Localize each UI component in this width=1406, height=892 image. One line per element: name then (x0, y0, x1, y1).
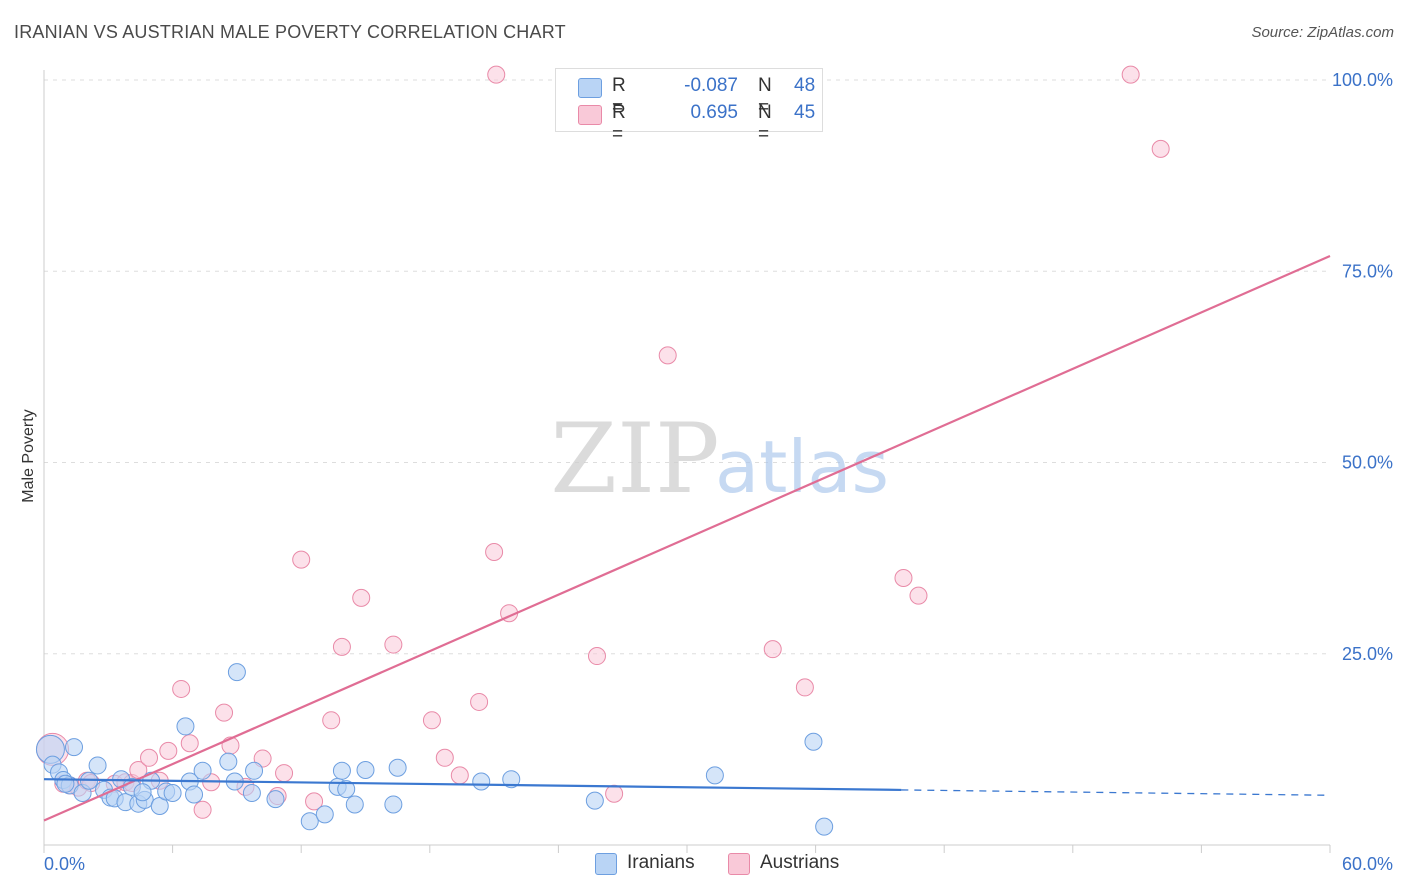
austrian-point (909, 586, 928, 605)
austrian-point (763, 640, 782, 659)
iranian-point (219, 752, 238, 771)
iranian-point (705, 766, 724, 785)
austrian-point (658, 346, 677, 365)
austrians-r-value: 0.695 (690, 102, 738, 123)
austrians-r-label: R = (612, 102, 626, 145)
austrian-point (795, 678, 814, 697)
iranian-point (193, 761, 212, 780)
iranians-points (35, 663, 834, 836)
iranian-point (388, 758, 407, 777)
iranian-point (88, 756, 107, 775)
trend-lines (43, 254, 1331, 822)
y-tick-label: 75.0% (1342, 261, 1393, 281)
iranian-point (804, 732, 823, 751)
austrian-point (140, 748, 159, 767)
watermark-zip: ZIP (550, 403, 719, 515)
austrian-point (215, 703, 234, 722)
iranian-point (242, 783, 261, 802)
x-tick-label: 60.0% (1342, 854, 1393, 874)
iranian-point (815, 817, 834, 836)
iranian-point (384, 795, 403, 814)
y-tick-label: 100.0% (1332, 70, 1393, 90)
austrian-point (470, 692, 489, 711)
iranian-point (65, 738, 84, 757)
austrians-n-label: N = (758, 102, 772, 145)
axes (43, 70, 1331, 853)
austrians-legend-label: Austrians (760, 852, 840, 873)
austrians-n-value: 45 (794, 102, 816, 123)
austrian-point (384, 635, 403, 654)
austrian-point (1151, 139, 1170, 158)
iranians-n-label: N = (758, 75, 772, 118)
austrian-point (275, 764, 294, 783)
iranians-r-value: -0.087 (684, 75, 738, 96)
austrian-point (894, 569, 913, 588)
iranian-point (585, 791, 604, 810)
austrian-point (422, 711, 441, 730)
austrian-point (485, 543, 504, 562)
iranian-point (502, 770, 521, 789)
austrian-point (450, 766, 469, 785)
austrian-point (172, 679, 191, 698)
iranian-point (245, 761, 264, 780)
austrian-point (352, 588, 371, 607)
iranian-point (345, 795, 364, 814)
iranian-point (176, 717, 195, 736)
y-tick-label: 50.0% (1342, 453, 1393, 473)
austrian-point (305, 792, 324, 811)
chart-title: IRANIAN VS AUSTRIAN MALE POVERTY CORRELA… (14, 22, 566, 42)
austrian-point (322, 711, 341, 730)
iranian-point (332, 761, 351, 780)
iranian-point (227, 663, 246, 682)
austrian-point (253, 749, 272, 768)
iranian-point (266, 790, 285, 809)
austrian-point (605, 784, 624, 803)
iranian-point (300, 812, 319, 831)
correlation-legend: R = -0.087 N = 48 R = 0.695 N = 45 (555, 68, 823, 145)
iranian-point (163, 783, 182, 802)
austrians-trend-line (43, 254, 1331, 822)
gridlines (44, 79, 1330, 655)
austrian-point (1121, 65, 1140, 84)
iranians-swatch (578, 78, 602, 98)
iranian-point (337, 780, 356, 799)
iranian-point (185, 785, 204, 804)
watermark: ZIP atlas (550, 403, 889, 515)
austrian-point (487, 65, 506, 84)
x-tick-label: 0.0% (44, 854, 85, 874)
austrian-point (180, 734, 199, 753)
austrians-legend-swatch (728, 853, 750, 875)
austrian-point (332, 637, 351, 656)
austrian-point (292, 550, 311, 569)
y-tick-label: 25.0% (1342, 644, 1393, 664)
iranians-legend-label: Iranians (627, 852, 695, 873)
iranians-legend-swatch (595, 853, 617, 875)
austrian-point (193, 800, 212, 819)
iranians-trend-extension (901, 789, 1331, 796)
austrian-point (587, 647, 606, 666)
iranian-point (315, 805, 334, 824)
iranian-point (56, 774, 75, 793)
iranian-point (472, 772, 491, 791)
iranians-r-label: R = (612, 75, 626, 118)
austrian-point (435, 748, 454, 767)
iranians-n-value: 48 (794, 75, 816, 96)
tick-labels: 25.0% 50.0% 75.0% 100.0% 0.0% 60.0% (44, 70, 1393, 874)
austrian-point (159, 741, 178, 760)
iranian-point (133, 783, 152, 802)
iranian-point (356, 761, 375, 780)
watermark-atlas: atlas (715, 425, 889, 509)
iranians-trend-line (43, 778, 902, 792)
austrians-swatch (578, 105, 602, 125)
source-label: Source: ZipAtlas.com (1251, 24, 1394, 41)
